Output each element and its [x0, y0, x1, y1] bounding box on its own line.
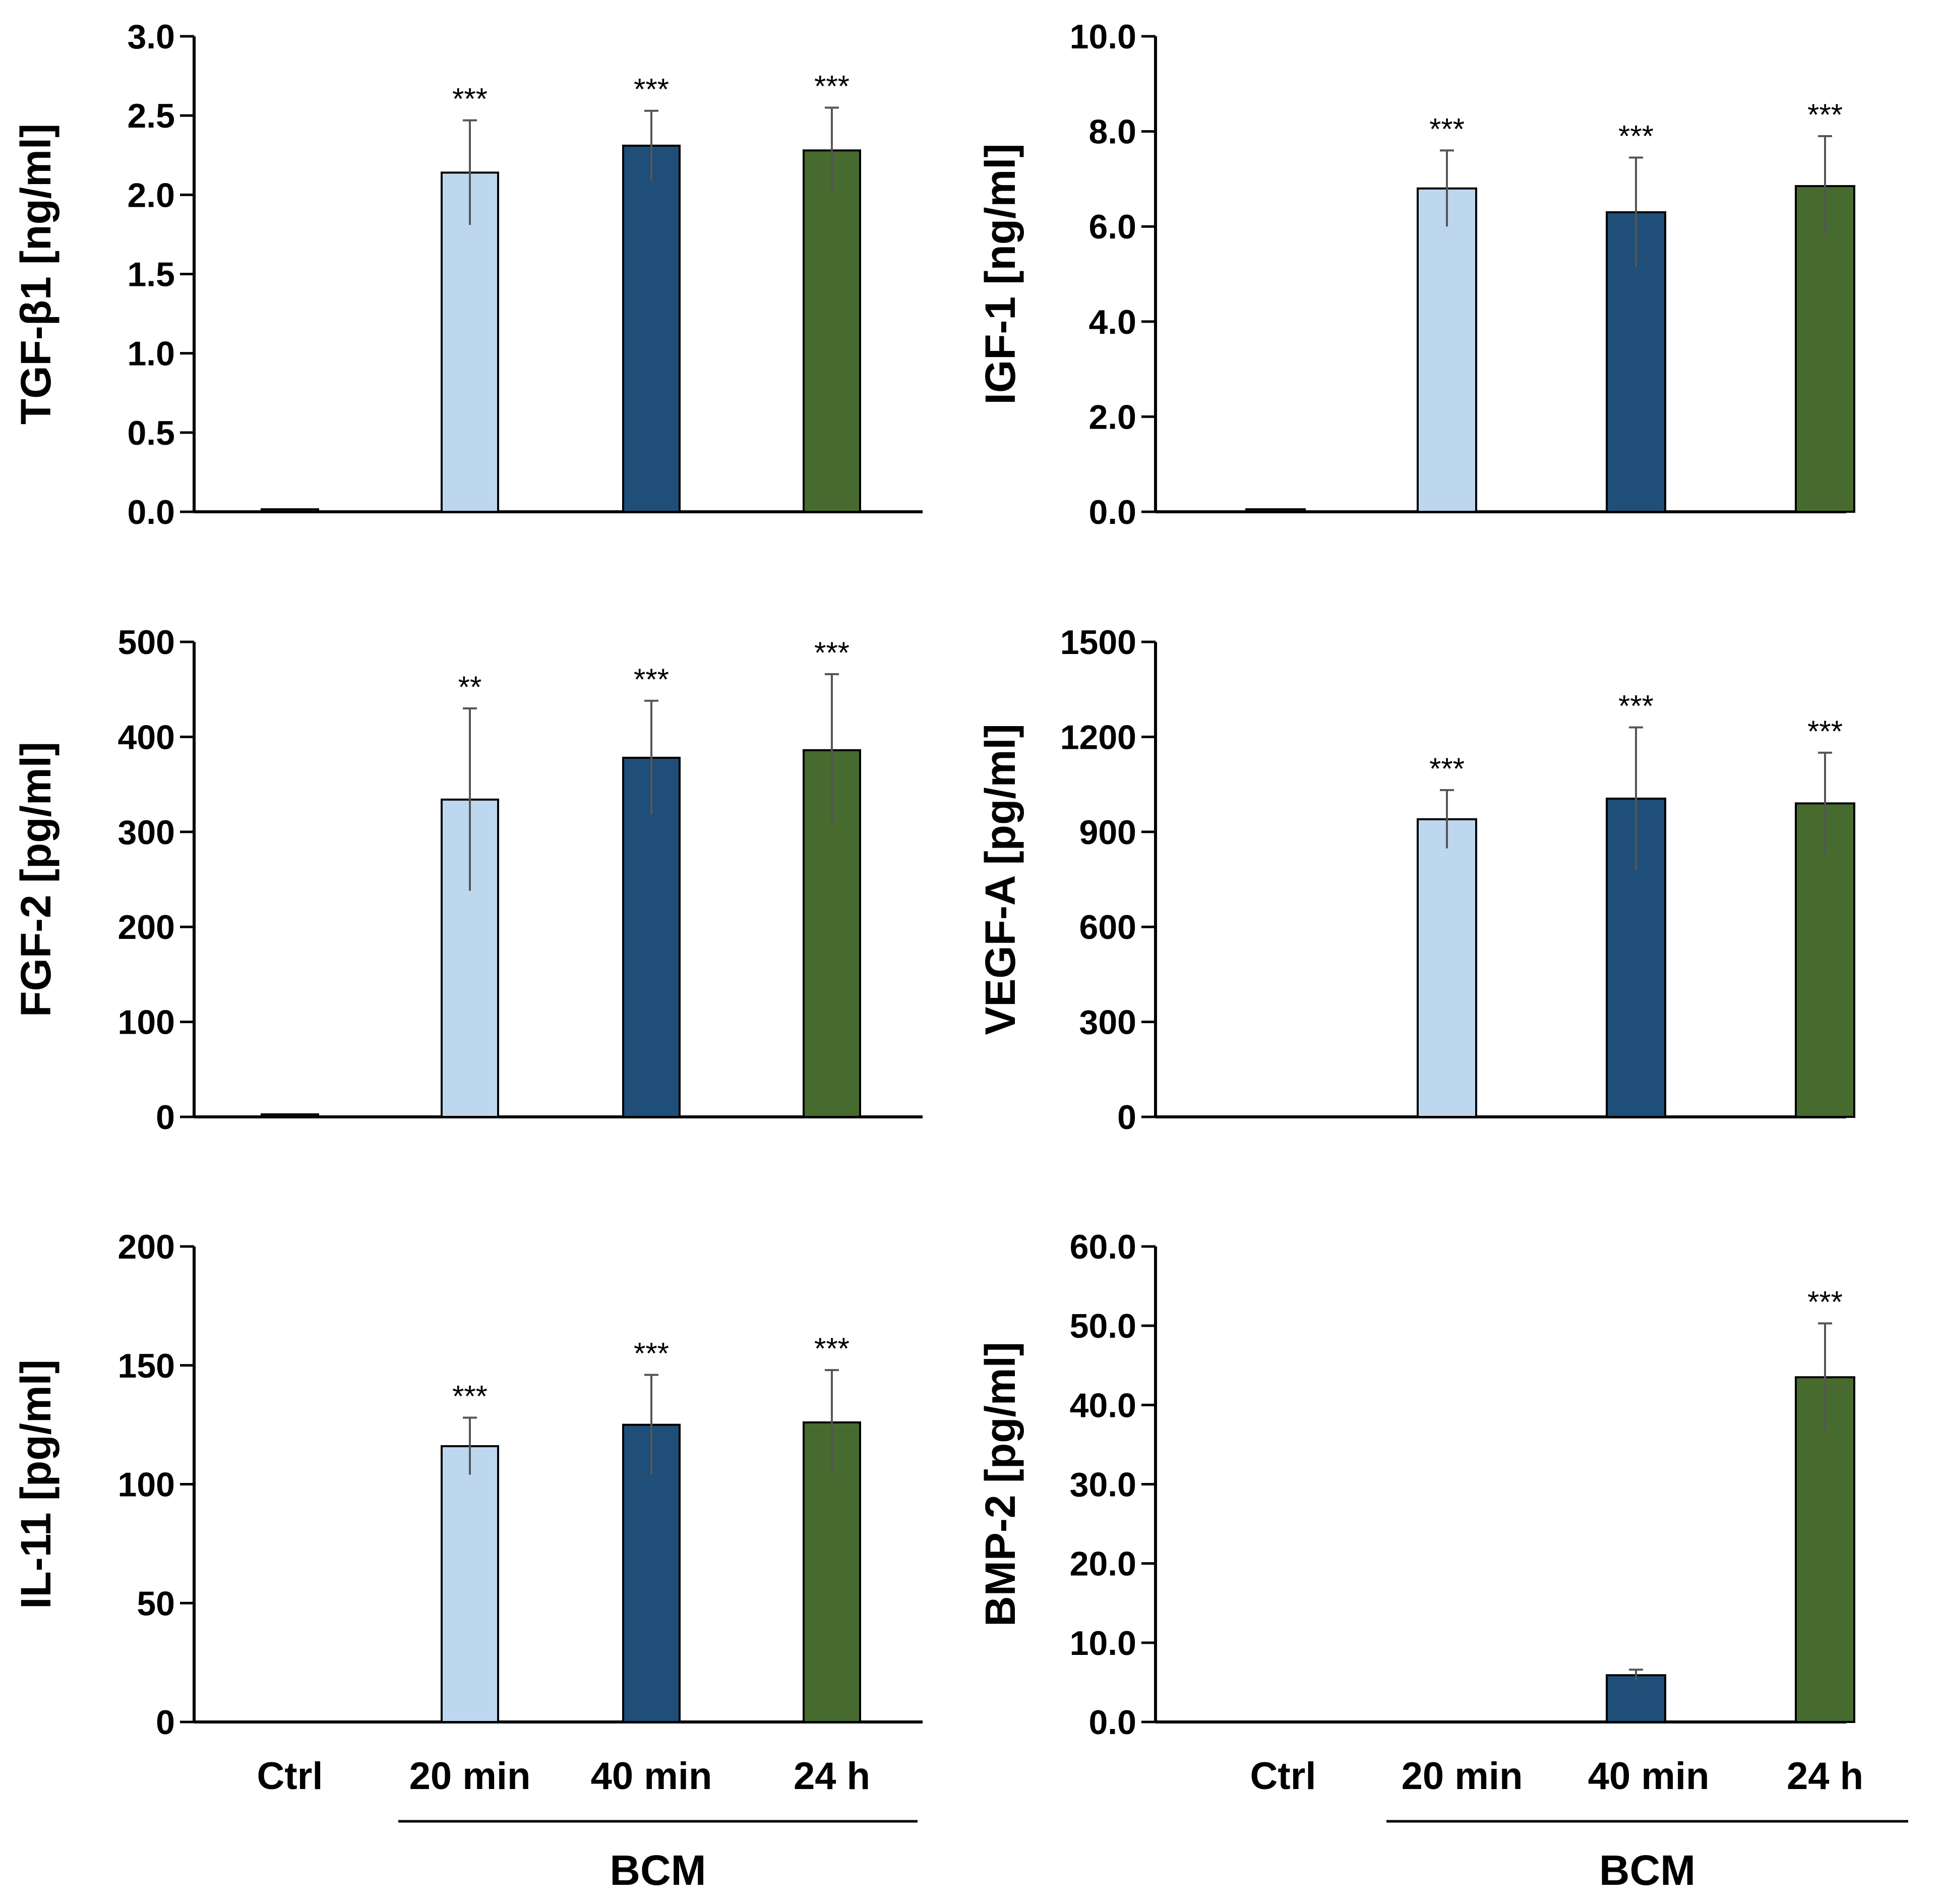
y-tick-label: 300 [118, 813, 175, 852]
y-tick-label: 6.0 [1088, 208, 1136, 246]
x-category-label-40min: 40 min [591, 1755, 712, 1798]
y-tick-label: 100 [118, 1466, 175, 1504]
significance-marker-20min: *** [452, 82, 488, 116]
x-category-label-20min: 20 min [1402, 1755, 1523, 1798]
significance-marker-24h: *** [814, 1332, 850, 1365]
significance-marker-24h: *** [1807, 98, 1843, 132]
y-tick-label: 2.5 [127, 97, 175, 135]
significance-marker-24h: *** [1807, 1285, 1843, 1319]
y-axis-title: FGF-2 [pg/ml] [12, 742, 59, 1017]
bar-24h [803, 149, 861, 513]
x-category-label-24h: 24 h [1787, 1755, 1863, 1798]
bar-ctrl [261, 1113, 319, 1118]
panel-bottom-right: 0.0 10.0 20.0 30.0 40.0 50.0 60.0 BMP-2 [pg/ml]… [977, 1228, 1855, 1742]
y-tick-label: 4.0 [1088, 303, 1136, 341]
y-tick-label: 150 [118, 1347, 175, 1385]
y-axis-title: TGF-β1 [ng/ml] [12, 124, 59, 425]
y-tick-label: 0 [1117, 1098, 1136, 1137]
y-tick-label: 1.0 [127, 335, 175, 373]
bar-ctrl [261, 508, 319, 513]
significance-marker-40min: *** [1618, 689, 1654, 723]
y-tick-label: 60.0 [1070, 1228, 1136, 1266]
significance-marker-40min: *** [1618, 119, 1654, 153]
y-tick-label: 40.0 [1070, 1386, 1136, 1424]
y-axis-title: IL-11 [pg/ml] [12, 1359, 59, 1609]
x-category-label-24h: 24 h [794, 1755, 870, 1798]
significance-marker-20min: *** [1429, 752, 1465, 786]
y-tick-label: 1200 [1060, 718, 1136, 756]
bar-ctrl [1245, 508, 1306, 513]
significance-marker-24h: *** [814, 636, 850, 670]
y-tick-label: 0.0 [1088, 1703, 1136, 1742]
y-tick-label: 3.0 [127, 18, 175, 56]
y-tick-label: 900 [1079, 813, 1136, 852]
y-tick-label: 8.0 [1088, 113, 1136, 151]
y-axis-title: IGF-1 [ng/ml] [977, 144, 1024, 405]
bar-20min [441, 171, 499, 513]
panel-middle-right: 0 300 600 900 1200 1500 VEGF-A [pg/ml] *** *** **… [977, 623, 1855, 1137]
y-tick-label: 50 [137, 1584, 175, 1623]
x-category-label-20min: 20 min [409, 1755, 531, 1798]
panel-top-right: 0.0 2.0 4.0 6.0 8.0 10.0 IGF-1 [ng/ml] *** *** **… [977, 18, 1855, 531]
x-axis-labels-right: Ctrl 20 min 40 min 24 h BCM [1250, 1755, 1908, 1894]
bar-40min [1606, 1674, 1666, 1723]
significance-marker-20min: *** [452, 1379, 488, 1413]
bar-40min [622, 144, 681, 513]
y-tick-label: 500 [118, 623, 175, 662]
bcm-group-label: BCM [1599, 1847, 1695, 1894]
y-tick-label: 50.0 [1070, 1307, 1136, 1345]
bar-20min [1417, 187, 1477, 513]
y-tick-label: 100 [118, 1003, 175, 1042]
y-tick-label: 300 [1079, 1003, 1136, 1042]
y-axis-title: VEGF-A [pg/ml] [977, 724, 1024, 1035]
y-tick-label: 10.0 [1070, 18, 1136, 56]
y-tick-label: 0.0 [127, 493, 175, 531]
y-tick-label: 1.5 [127, 256, 175, 294]
y-tick-label: 10.0 [1070, 1624, 1136, 1662]
significance-marker-40min: *** [634, 73, 669, 106]
y-axis-title: BMP-2 [pg/ml] [977, 1342, 1024, 1627]
y-tick-label: 200 [118, 1228, 175, 1266]
y-tick-label: 1500 [1060, 623, 1136, 662]
bar-24h [1795, 802, 1855, 1118]
significance-marker-20min: *** [1429, 112, 1465, 146]
x-category-label-ctrl: Ctrl [1250, 1755, 1316, 1798]
significance-marker-40min: *** [634, 663, 669, 696]
x-axis-labels-left: Ctrl 20 min 40 min 24 h BCM [257, 1755, 918, 1894]
y-tick-label: 20.0 [1070, 1545, 1136, 1583]
significance-marker-20min: ** [458, 670, 482, 704]
bar-24h [1795, 185, 1855, 513]
bcm-group-label: BCM [610, 1847, 706, 1894]
y-tick-label: 200 [118, 908, 175, 946]
panel-bottom-left: 0 50 100 150 200 IL-11 [pg/ml] *** *** *** [12, 1228, 923, 1742]
significance-marker-24h: *** [1807, 715, 1843, 748]
y-tick-label: 600 [1079, 908, 1136, 946]
x-category-label-ctrl: Ctrl [257, 1755, 323, 1798]
y-tick-label: 0.0 [1088, 493, 1136, 531]
y-tick-label: 0 [156, 1098, 175, 1137]
significance-marker-40min: *** [634, 1337, 669, 1371]
panel-top-left: 0.0 0.5 1.0 1.5 2.0 2.5 3.0 TGF-β1 [ng/ml] *** **… [12, 18, 923, 531]
y-tick-label: 2.0 [1088, 398, 1136, 436]
bar-20min [441, 1445, 499, 1723]
y-tick-label: 2.0 [127, 176, 175, 214]
y-tick-label: 30.0 [1070, 1466, 1136, 1504]
y-tick-label: 0 [156, 1703, 175, 1742]
bar-20min [1417, 818, 1477, 1118]
bar-24h [1795, 1376, 1855, 1723]
significance-marker-24h: *** [814, 69, 850, 103]
y-tick-label: 0.5 [127, 414, 175, 452]
y-tick-label: 400 [118, 718, 175, 756]
x-category-label-40min: 40 min [1588, 1755, 1710, 1798]
